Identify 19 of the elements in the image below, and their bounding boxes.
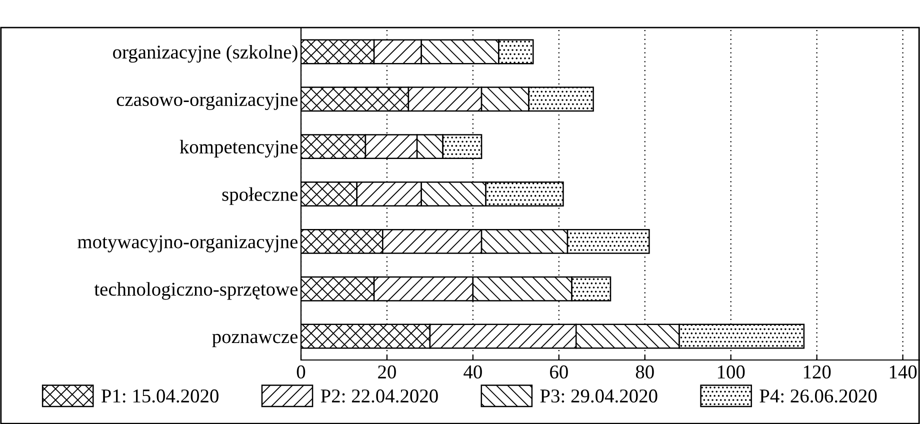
y-tick-label: społeczne bbox=[222, 187, 298, 205]
x-tick-label: 60 bbox=[550, 365, 568, 379]
y-tick-label: kompetencyjne bbox=[180, 140, 298, 158]
x-tick-label: 40 bbox=[464, 365, 482, 379]
x-tick-label: 20 bbox=[378, 365, 396, 379]
x-tick-label: 140 bbox=[890, 365, 917, 379]
legend-label: P4: 26.06.2020 bbox=[760, 389, 877, 403]
y-tick-label: organizacyjne (szkolne) bbox=[113, 44, 298, 63]
x-tick-label: 80 bbox=[636, 365, 654, 379]
legend-label: P1: 15.04.2020 bbox=[101, 389, 218, 403]
legend-label: P3: 29.04.2020 bbox=[540, 389, 658, 403]
y-tick-label: technologiczno-sprzętowe bbox=[94, 282, 298, 300]
legend-label: P2: 22.04.2020 bbox=[320, 389, 438, 403]
y-tick-label: poznawcze bbox=[212, 334, 298, 348]
x-tick-label: 120 bbox=[804, 365, 831, 379]
y-tick-label: motywacyjno-organizacyjne bbox=[78, 235, 298, 252]
x-tick-label: 100 bbox=[718, 365, 745, 379]
y-tick-label: czasowo-organizacyjne bbox=[116, 92, 298, 110]
x-tick-label: 0 bbox=[296, 365, 306, 379]
